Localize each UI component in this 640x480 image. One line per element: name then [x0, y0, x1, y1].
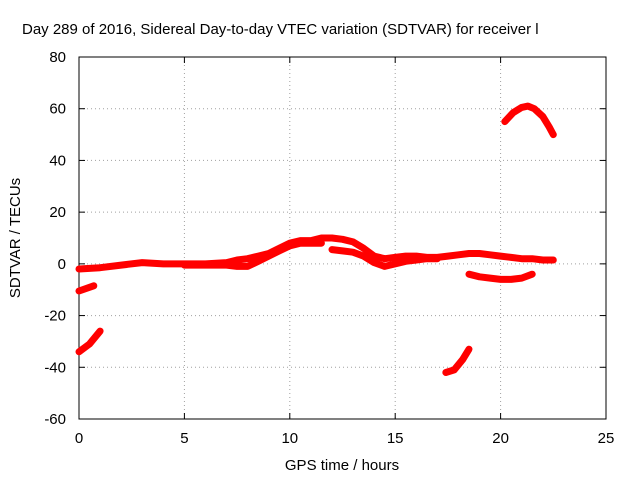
x-tick-label: 20 — [492, 430, 509, 447]
series-segment — [442, 345, 473, 376]
y-tick-label: 60 — [49, 101, 66, 118]
y-tick-label: 80 — [49, 49, 66, 66]
series-segment — [465, 270, 536, 283]
x-tick-label: 5 — [180, 430, 188, 447]
series-segment — [75, 327, 104, 356]
grid-lines — [79, 57, 606, 419]
series-segment — [75, 282, 98, 295]
series-layer — [75, 102, 557, 376]
x-tick-label: 25 — [598, 430, 615, 447]
series-segment — [501, 102, 557, 139]
y-tick-label: 20 — [49, 204, 66, 221]
y-tick-labels: -60 -40 -20 0 20 40 60 80 — [44, 49, 66, 428]
y-tick-label: 40 — [49, 152, 66, 169]
series-segment — [180, 239, 325, 270]
y-axis-label: SDTVAR / TECUs — [7, 178, 24, 298]
axis-ticks — [78, 56, 607, 420]
x-tick-labels: 0 5 10 15 20 25 — [75, 430, 615, 447]
y-tick-label: -20 — [44, 308, 66, 325]
chart-title: Day 289 of 2016, Sidereal Day-to-day VTE… — [22, 21, 539, 38]
x-tick-label: 15 — [387, 430, 404, 447]
x-tick-label: 0 — [75, 430, 83, 447]
y-tick-label: -40 — [44, 359, 66, 376]
x-tick-label: 10 — [281, 430, 298, 447]
x-axis-label: GPS time / hours — [285, 457, 399, 474]
y-tick-label: -60 — [44, 411, 66, 428]
plot-frame — [78, 56, 607, 420]
series-segment — [328, 246, 441, 270]
y-tick-label: 0 — [58, 256, 66, 273]
